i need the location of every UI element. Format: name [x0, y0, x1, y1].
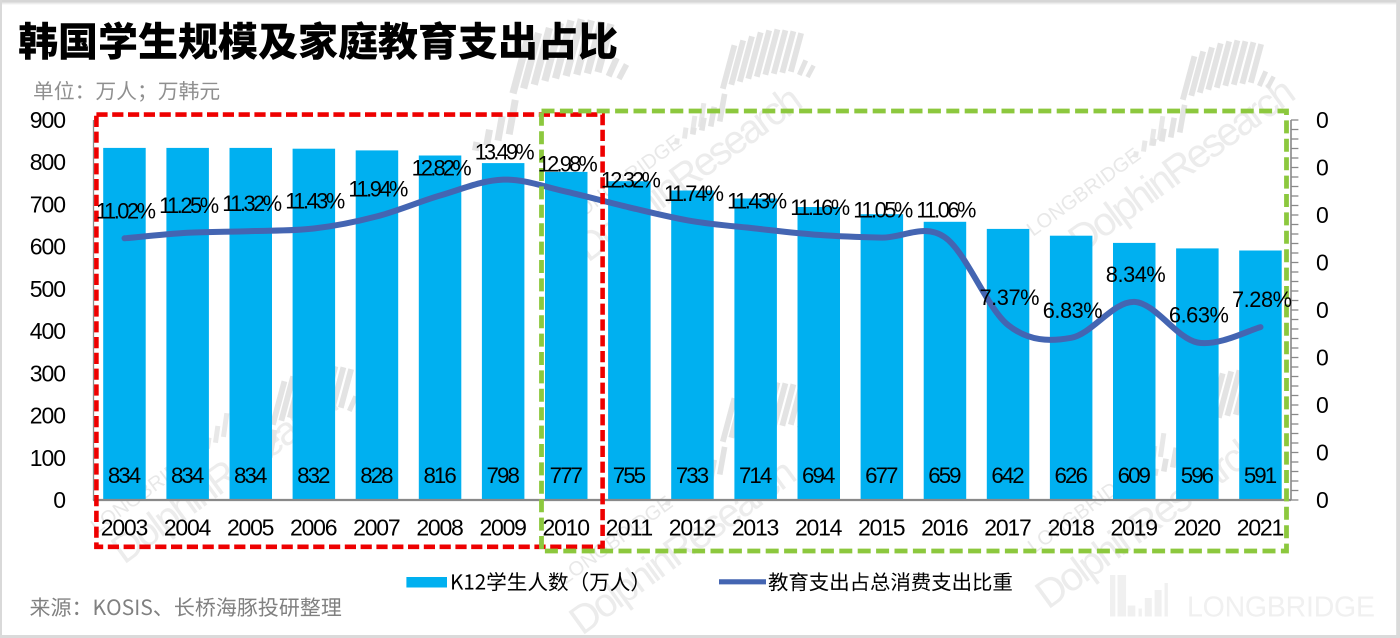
svg-text:2017: 2017 [984, 515, 1032, 541]
svg-text:596: 596 [1181, 463, 1214, 488]
svg-text:800: 800 [30, 149, 66, 175]
svg-text:11.25%: 11.25% [159, 193, 219, 218]
svg-text:609: 609 [1118, 463, 1151, 488]
svg-text:11.94%: 11.94% [348, 176, 408, 201]
svg-text:2003: 2003 [101, 515, 149, 541]
svg-text:12.82%: 12.82% [412, 156, 472, 181]
svg-text:0: 0 [1316, 487, 1329, 513]
svg-text:777: 777 [550, 463, 583, 488]
svg-text:6.83%: 6.83% [1043, 298, 1103, 323]
svg-text:11.43%: 11.43% [727, 189, 787, 214]
svg-text:2019: 2019 [1111, 515, 1159, 541]
svg-text:2008: 2008 [416, 515, 464, 541]
svg-text:11.74%: 11.74% [664, 181, 724, 206]
svg-text:2010: 2010 [543, 515, 591, 541]
svg-text:0: 0 [1316, 155, 1329, 181]
svg-text:2013: 2013 [732, 515, 780, 541]
svg-text:11.16%: 11.16% [790, 195, 850, 220]
svg-text:11.06%: 11.06% [916, 197, 976, 222]
svg-text:0: 0 [53, 487, 66, 513]
svg-text:500: 500 [30, 276, 66, 302]
svg-text:0: 0 [1316, 250, 1329, 276]
svg-text:0: 0 [1316, 440, 1329, 466]
svg-text:2005: 2005 [227, 515, 275, 541]
svg-text:300: 300 [30, 360, 66, 386]
svg-text:0: 0 [1316, 392, 1329, 418]
svg-text:400: 400 [30, 318, 66, 344]
svg-text:12.98%: 12.98% [538, 152, 598, 177]
svg-text:0: 0 [1316, 202, 1329, 228]
svg-text:642: 642 [991, 463, 1024, 488]
svg-text:2020: 2020 [1174, 515, 1222, 541]
svg-text:11.43%: 11.43% [285, 189, 345, 214]
svg-text:600: 600 [30, 234, 66, 260]
svg-text:100: 100 [30, 445, 66, 471]
svg-text:2014: 2014 [795, 515, 843, 541]
svg-text:694: 694 [802, 463, 835, 488]
svg-text:733: 733 [676, 463, 709, 488]
svg-text:834: 834 [234, 463, 267, 488]
svg-text:6.63%: 6.63% [1169, 303, 1229, 328]
svg-text:7.37%: 7.37% [980, 285, 1040, 310]
svg-text:798: 798 [487, 463, 520, 488]
svg-text:11.02%: 11.02% [96, 198, 156, 223]
svg-text:2021: 2021 [1237, 515, 1285, 541]
svg-text:2007: 2007 [353, 515, 401, 541]
svg-text:2006: 2006 [290, 515, 338, 541]
svg-text:2018: 2018 [1047, 515, 1095, 541]
svg-text:200: 200 [30, 403, 66, 429]
svg-text:11.05%: 11.05% [853, 198, 913, 223]
svg-text:2016: 2016 [921, 515, 969, 541]
svg-text:755: 755 [613, 463, 646, 488]
svg-text:828: 828 [360, 463, 393, 488]
svg-text:12.32%: 12.32% [601, 167, 661, 192]
svg-text:677: 677 [865, 463, 898, 488]
svg-text:11.32%: 11.32% [222, 191, 282, 216]
svg-text:834: 834 [108, 463, 141, 488]
svg-text:626: 626 [1055, 463, 1088, 488]
svg-text:LONGBRIDGE: LONGBRIDGE [1187, 592, 1377, 624]
svg-text:659: 659 [928, 463, 961, 488]
svg-text:13.49%: 13.49% [475, 140, 535, 165]
svg-text:832: 832 [297, 463, 330, 488]
svg-text:0: 0 [1316, 345, 1329, 371]
svg-text:591: 591 [1244, 463, 1277, 488]
svg-text:900: 900 [30, 107, 66, 133]
svg-text:0: 0 [1316, 107, 1329, 133]
svg-text:2015: 2015 [858, 515, 906, 541]
svg-text:7.28%: 7.28% [1232, 287, 1292, 312]
svg-text:816: 816 [423, 463, 456, 488]
svg-text:0: 0 [1316, 297, 1329, 323]
svg-text:8.34%: 8.34% [1106, 262, 1166, 287]
svg-text:2012: 2012 [669, 515, 717, 541]
svg-text:700: 700 [30, 191, 66, 217]
svg-text:2004: 2004 [164, 515, 212, 541]
svg-text:714: 714 [739, 463, 772, 488]
svg-text:834: 834 [171, 463, 204, 488]
svg-text:2009: 2009 [479, 515, 527, 541]
svg-text:2011: 2011 [606, 515, 654, 541]
